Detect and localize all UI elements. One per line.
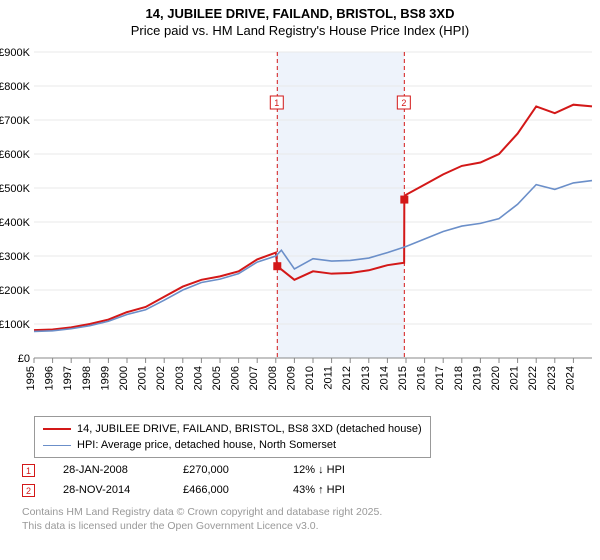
svg-text:2013: 2013 bbox=[360, 366, 372, 390]
chart: £0 £100K £200K £300K £400K £500K £600K £700K £80… bbox=[0, 46, 600, 406]
svg-text:£900K: £900K bbox=[0, 47, 31, 59]
legend-label: HPI: Average price, detached house, Nort… bbox=[77, 439, 336, 451]
data-point-date: 28-NOV-2014 bbox=[63, 484, 183, 496]
svg-text:2022: 2022 bbox=[527, 366, 539, 390]
data-point-price: £270,000 bbox=[183, 464, 293, 476]
svg-text:2002: 2002 bbox=[155, 366, 167, 390]
chart-container: 14, JUBILEE DRIVE, FAILAND, BRISTOL, BS8… bbox=[0, 0, 600, 560]
footer: Contains HM Land Registry data © Crown c… bbox=[22, 506, 382, 533]
svg-text:1995: 1995 bbox=[25, 366, 37, 390]
footer-line2: This data is licensed under the Open Gov… bbox=[22, 520, 382, 534]
svg-text:2010: 2010 bbox=[304, 366, 316, 390]
legend: 14, JUBILEE DRIVE, FAILAND, BRISTOL, BS8… bbox=[34, 416, 431, 458]
svg-text:£0: £0 bbox=[18, 353, 30, 365]
data-point-marker: 1 bbox=[22, 464, 35, 477]
svg-text:£400K: £400K bbox=[0, 217, 31, 229]
data-point-row: 2 28-NOV-2014£466,00043% ↑ HPI bbox=[22, 480, 393, 500]
legend-swatch bbox=[43, 445, 71, 446]
svg-text:2005: 2005 bbox=[211, 366, 223, 390]
title-block: 14, JUBILEE DRIVE, FAILAND, BRISTOL, BS8… bbox=[0, 0, 600, 40]
svg-text:£600K: £600K bbox=[0, 149, 31, 161]
data-point-price: £466,000 bbox=[183, 484, 293, 496]
data-points-table: 1 28-JAN-2008£270,00012% ↓ HPI 2 28-NOV-201… bbox=[22, 460, 393, 500]
svg-text:£800K: £800K bbox=[0, 81, 31, 93]
data-point-pct: 43% ↑ HPI bbox=[293, 484, 393, 496]
title-line2: Price paid vs. HM Land Registry's House … bbox=[0, 23, 600, 40]
svg-text:2: 2 bbox=[401, 98, 406, 108]
svg-text:2024: 2024 bbox=[564, 366, 576, 390]
svg-text:2004: 2004 bbox=[192, 366, 204, 390]
svg-text:2012: 2012 bbox=[341, 366, 353, 390]
title-line1: 14, JUBILEE DRIVE, FAILAND, BRISTOL, BS8… bbox=[0, 6, 600, 23]
data-point-marker: 2 bbox=[22, 484, 35, 497]
svg-text:1996: 1996 bbox=[44, 366, 56, 390]
svg-text:2020: 2020 bbox=[490, 366, 502, 390]
svg-text:£500K: £500K bbox=[0, 183, 31, 195]
svg-text:2011: 2011 bbox=[323, 366, 335, 390]
svg-text:2017: 2017 bbox=[434, 366, 446, 390]
chart-svg: £0 £100K £200K £300K £400K £500K £600K £700K £80… bbox=[0, 46, 600, 406]
svg-text:2014: 2014 bbox=[378, 366, 390, 390]
svg-text:2019: 2019 bbox=[471, 366, 483, 390]
svg-text:1997: 1997 bbox=[62, 366, 74, 390]
svg-text:2008: 2008 bbox=[267, 366, 279, 390]
legend-row: 14, JUBILEE DRIVE, FAILAND, BRISTOL, BS8… bbox=[43, 421, 422, 437]
svg-text:£700K: £700K bbox=[0, 115, 31, 127]
svg-text:£200K: £200K bbox=[0, 285, 31, 297]
svg-text:2007: 2007 bbox=[248, 366, 260, 390]
svg-text:2001: 2001 bbox=[137, 366, 149, 390]
svg-text:1999: 1999 bbox=[99, 366, 111, 390]
legend-label: 14, JUBILEE DRIVE, FAILAND, BRISTOL, BS8… bbox=[77, 423, 422, 435]
footer-line1: Contains HM Land Registry data © Crown c… bbox=[22, 506, 382, 520]
svg-text:£100K: £100K bbox=[0, 319, 31, 331]
svg-text:1998: 1998 bbox=[81, 366, 93, 390]
svg-text:2021: 2021 bbox=[509, 366, 521, 390]
svg-text:£300K: £300K bbox=[0, 251, 31, 263]
legend-row: HPI: Average price, detached house, Nort… bbox=[43, 437, 422, 453]
svg-text:2000: 2000 bbox=[118, 366, 130, 390]
svg-text:1: 1 bbox=[274, 98, 279, 108]
svg-text:2018: 2018 bbox=[453, 366, 465, 390]
data-point-row: 1 28-JAN-2008£270,00012% ↓ HPI bbox=[22, 460, 393, 480]
data-point-pct: 12% ↓ HPI bbox=[293, 464, 393, 476]
legend-swatch bbox=[43, 428, 71, 430]
svg-text:2009: 2009 bbox=[285, 366, 297, 390]
svg-text:2003: 2003 bbox=[174, 366, 186, 390]
svg-text:2006: 2006 bbox=[230, 366, 242, 390]
svg-text:2015: 2015 bbox=[397, 366, 409, 390]
svg-text:2016: 2016 bbox=[416, 366, 428, 390]
svg-text:2023: 2023 bbox=[546, 366, 558, 390]
data-point-date: 28-JAN-2008 bbox=[63, 464, 183, 476]
